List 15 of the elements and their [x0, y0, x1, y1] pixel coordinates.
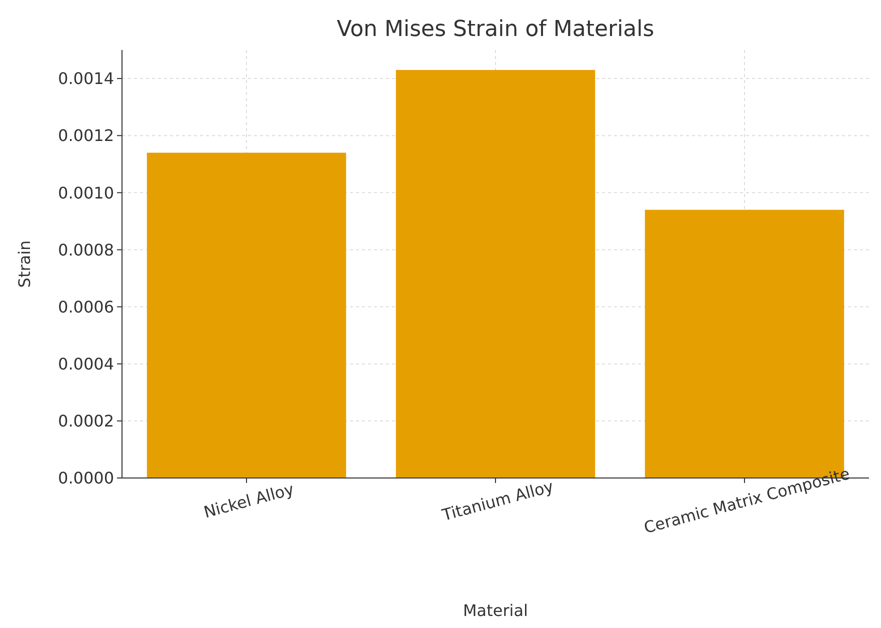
y-tick-label: 0.0014 [58, 69, 114, 88]
y-tick-label: 0.0000 [58, 468, 114, 488]
bar [146, 152, 346, 478]
y-tick-label: 0.0012 [58, 126, 114, 146]
y-axis-title: Strain [15, 240, 34, 288]
chart-title: Von Mises Strain of Materials [336, 17, 654, 42]
y-tick-label: 0.0008 [58, 240, 114, 260]
y-tick-label: 0.0010 [58, 183, 114, 202]
y-tick-label: 0.0004 [58, 354, 114, 374]
y-tick-label: 0.0002 [58, 412, 114, 431]
bar [396, 70, 596, 478]
y-tick-label: 0.0006 [58, 297, 114, 316]
x-tick-label: Nickel Alloy [202, 479, 296, 522]
x-tick-label: Titanium Alloy [439, 476, 556, 525]
x-axis-title: Material [463, 601, 528, 620]
